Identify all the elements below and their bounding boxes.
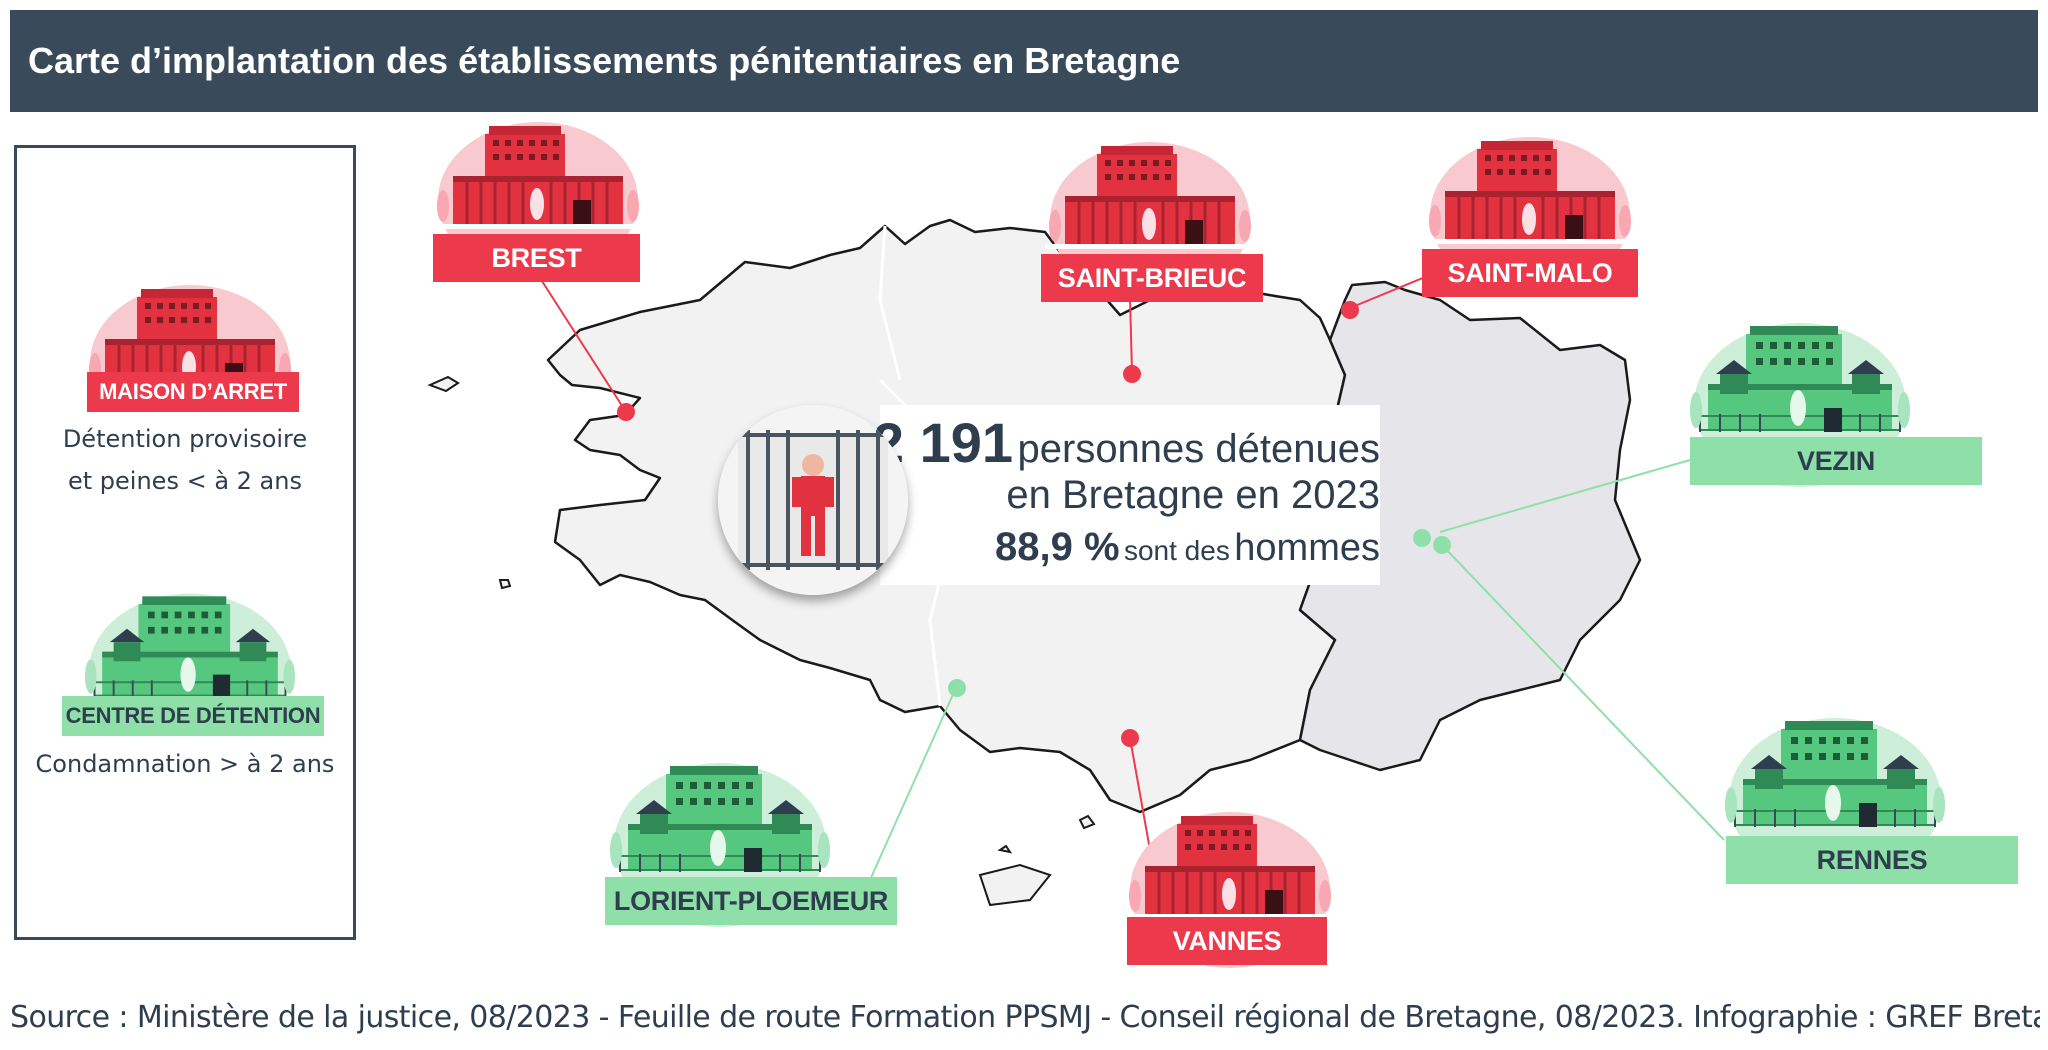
marker-lorient [948, 679, 966, 697]
stats-box: 2 191 personnes détenues en Bretagne en … [873, 405, 1381, 585]
legend-label-maison-arret: MAISON D’ARRET [87, 372, 299, 412]
map-islands [427, 375, 1096, 907]
site-markers [617, 301, 1451, 747]
page-title: Carte d’implantation des établissements … [28, 40, 1181, 81]
connector-lines [539, 274, 1725, 881]
site-label-saint-brieuc: SAINT-BRIEUC [1041, 254, 1263, 302]
stat-men-text2: hommes [1234, 527, 1380, 569]
connector-vannes [1129, 737, 1151, 851]
marker-rennes [1433, 536, 1451, 554]
site-label-lorient-ploemeur: LORIENT-PLOEMEUR [605, 877, 897, 925]
marker-vannes [1121, 729, 1139, 747]
source-caption: Source : Ministère de la justice, 08/202… [10, 1000, 2040, 1035]
marker-vezin [1413, 529, 1431, 547]
site-label-rennes: RENNES [1726, 836, 2018, 884]
marker-saint-malo [1341, 301, 1359, 319]
marker-brest [617, 403, 635, 421]
centre-detention-icon [85, 592, 295, 703]
site-label-vannes: VANNES [1127, 917, 1327, 965]
legend-desc-maison-arret-1: Détention provisoire [62, 425, 308, 453]
connector-saint-brieuc [1129, 297, 1133, 373]
stat-region: en Bretagne en 2023 [1006, 473, 1380, 517]
stat-men-pct: 88,9 % [994, 525, 1120, 569]
connector-rennes [1441, 544, 1725, 841]
marker-saint-brieuc [1123, 365, 1141, 383]
legend-label-centre-detention: CENTRE DE DÉTENTION [62, 696, 324, 736]
connector-brest [539, 277, 627, 413]
legend-desc-centre-detention: Condamnation > à 2 ans [35, 750, 335, 778]
site-label-brest: BREST [433, 234, 640, 282]
stat-men-text1: sont des [1123, 535, 1230, 566]
connector-vezin [1439, 459, 1691, 533]
stat-count-text: personnes détenues [1017, 427, 1381, 471]
site-label-saint-malo: SAINT-MALO [1422, 249, 1638, 297]
legend-panel: MAISON D’ARRET Détention provisoire et p… [14, 145, 356, 940]
prisoner-figure [792, 454, 834, 556]
connector-lorient [869, 689, 956, 881]
connector-saint-malo [1349, 274, 1431, 309]
header-bar: Carte d’implantation des établissements … [10, 10, 2038, 112]
legend-desc-maison-arret-2: et peines < à 2 ans [68, 467, 302, 495]
prisoner-cell-icon [718, 405, 908, 595]
site-label-vezin: VEZIN [1690, 437, 1982, 485]
map-region-east [1298, 280, 1642, 772]
